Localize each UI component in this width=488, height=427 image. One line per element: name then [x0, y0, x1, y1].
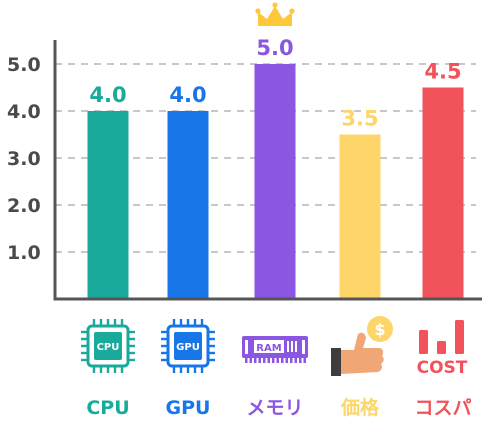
value-label: 3.5 [341, 107, 378, 131]
ram-pin [294, 358, 297, 363]
ram-label: RAM [256, 343, 281, 354]
y-tick-label: 1.0 [7, 242, 41, 264]
ram-pin [267, 358, 270, 363]
ram-pin [281, 358, 284, 363]
ram-cell [291, 341, 293, 352]
cost-bar [455, 320, 464, 354]
axes [53, 40, 482, 301]
ram-pin [299, 358, 302, 363]
category-label: コスパ [414, 397, 471, 419]
crown-jewel [255, 8, 261, 14]
cost-text: COST [417, 358, 468, 378]
bar [254, 64, 296, 299]
thumbs-up-coin-icon: $ [331, 316, 393, 376]
ram-pin [245, 358, 248, 363]
ram-cell [295, 341, 297, 352]
category-label: メモリ [246, 397, 303, 419]
cost-bars-icon: COST [417, 320, 468, 378]
chip-label: GPU [176, 342, 200, 353]
gpu-chip-icon: GPU [161, 319, 215, 373]
ram-pin [276, 358, 279, 363]
ram-chip-plate [254, 340, 284, 353]
category-icons: CPU GPU RAM $ COST [81, 316, 468, 378]
ram-notch [302, 340, 305, 354]
value-label: 4.0 [89, 83, 126, 107]
value-labels: 4.0 4.0 5.0 3.5 4.5 [89, 36, 461, 131]
chip-core [94, 332, 122, 360]
hand [341, 332, 384, 374]
bars [87, 64, 464, 299]
ram-pin [258, 358, 261, 363]
ram-cell [287, 341, 289, 352]
ram-pin [249, 358, 252, 363]
bar [422, 87, 464, 299]
y-tick-label: 3.0 [7, 148, 41, 170]
category-labels: CPU GPU メモリ 価格 コスパ [86, 396, 471, 419]
bar [87, 111, 129, 299]
category-label: CPU [86, 397, 129, 419]
y-tick-label: 4.0 [7, 101, 41, 123]
y-axis-ticks: 1.0 2.0 3.0 4.0 5.0 [7, 54, 41, 264]
ram-module-icon: RAM [242, 336, 308, 363]
sleeve [331, 348, 341, 376]
chip-outline [166, 324, 210, 368]
ram-pin [263, 358, 266, 363]
value-label: 4.0 [169, 83, 206, 107]
crown-shape [258, 6, 292, 26]
crown-icon [255, 2, 295, 26]
value-label: 5.0 [256, 36, 293, 60]
value-label: 4.5 [424, 60, 461, 84]
chip-outline [86, 324, 130, 368]
coin [367, 316, 393, 342]
cpu-chip-icon: CPU [81, 319, 135, 373]
ram-pin [272, 358, 275, 363]
bar [167, 111, 209, 299]
crown-jewel [289, 8, 295, 14]
y-tick-label: 5.0 [7, 54, 41, 76]
category-label: 価格 [340, 396, 380, 419]
category-label: GPU [166, 397, 211, 419]
ram-pin [303, 358, 306, 363]
y-tick-label: 2.0 [7, 195, 41, 217]
bar [339, 134, 381, 299]
crown-jewel [272, 2, 278, 8]
ram-notch [245, 340, 248, 354]
cost-bar [437, 341, 446, 354]
ram-pin [285, 358, 288, 363]
cost-bar [419, 330, 428, 354]
chip-core [174, 332, 202, 360]
coin-symbol: $ [374, 320, 385, 339]
ram-pin [290, 358, 293, 363]
chip-label: CPU [97, 342, 120, 353]
ram-pin [254, 358, 257, 363]
